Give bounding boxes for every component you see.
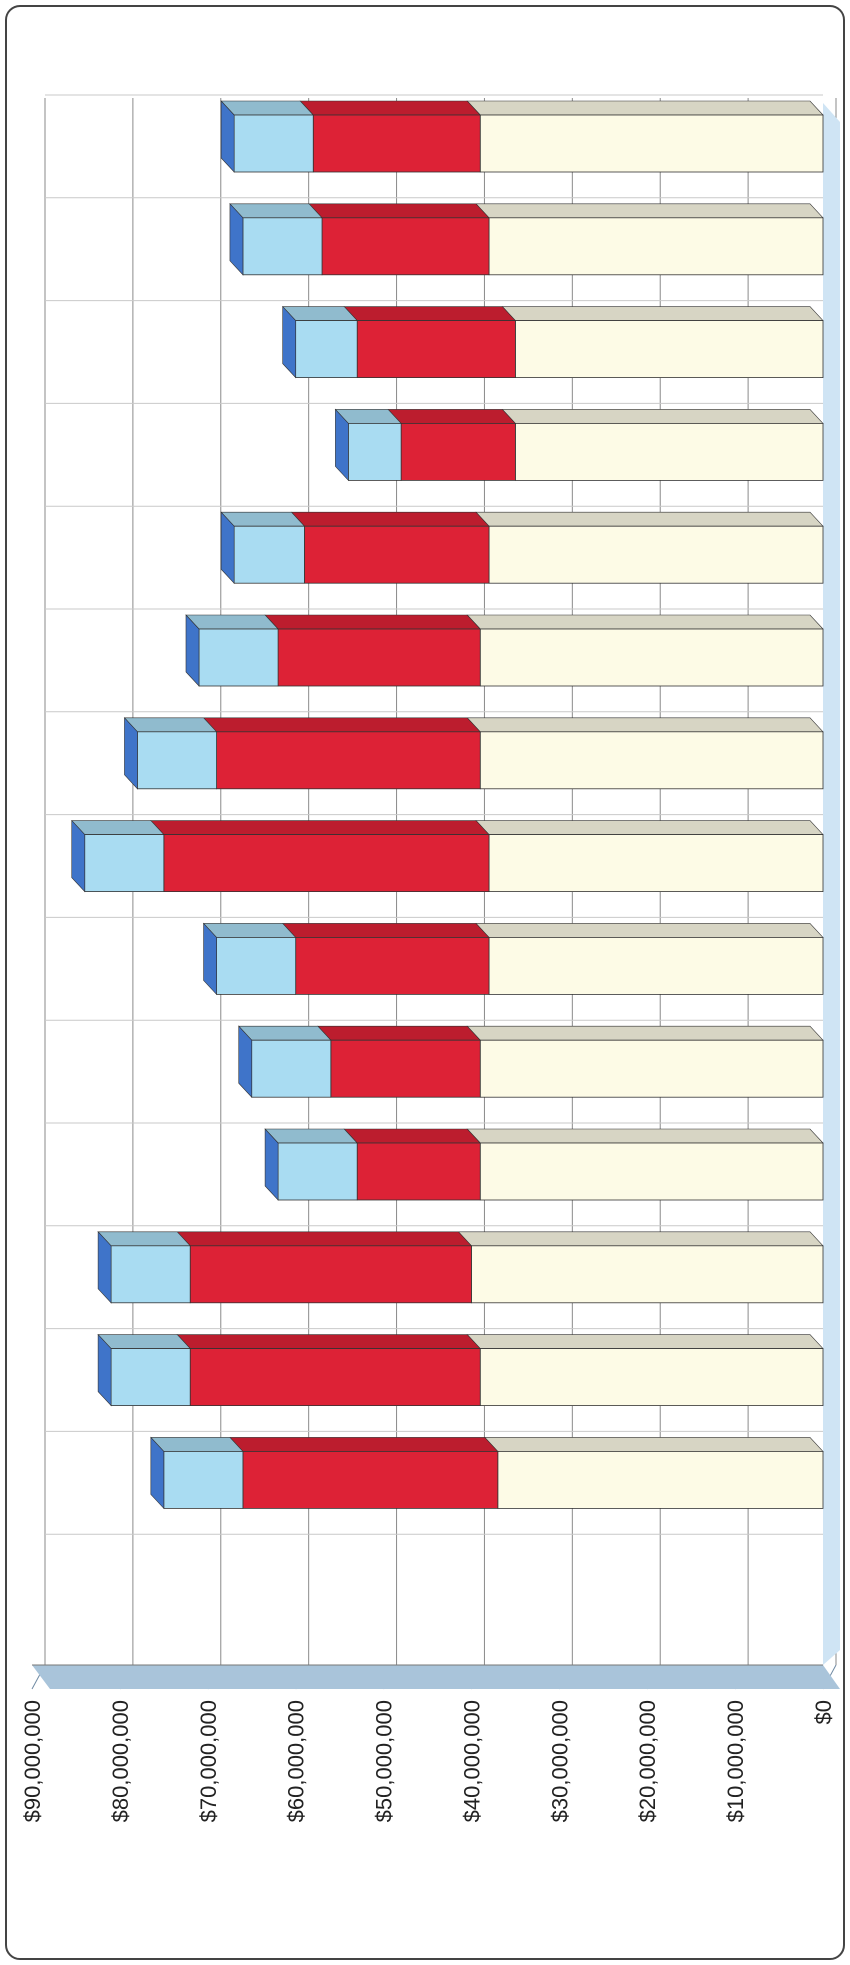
bar-segment <box>177 1335 480 1406</box>
bar-segment <box>467 101 823 172</box>
y-tick-label: $80,000,000 <box>108 1700 133 1822</box>
y-tick-label: $40,000,000 <box>459 1700 484 1822</box>
bar-segment <box>204 923 296 994</box>
y-tick-label: $70,000,000 <box>196 1700 221 1822</box>
wall-panel <box>32 1665 840 1689</box>
bar-segment <box>265 615 480 686</box>
bar-segment <box>186 615 278 686</box>
bar-segment <box>502 409 823 480</box>
bar-segment <box>309 204 489 275</box>
bar-segment <box>124 718 216 789</box>
bar-segment <box>300 101 480 172</box>
bar-segment <box>283 307 358 378</box>
y-tick-label: $50,000,000 <box>372 1700 397 1822</box>
bar-segment <box>291 512 489 583</box>
bar-segment <box>476 204 823 275</box>
bar-segment <box>344 1129 480 1200</box>
bar-segment <box>265 1129 357 1200</box>
bar-segment <box>151 1437 243 1508</box>
bar-segment <box>476 923 823 994</box>
bar-segment <box>98 1232 190 1303</box>
bar-segment <box>476 821 823 892</box>
bar-segment <box>344 307 515 378</box>
bar-segment <box>204 718 481 789</box>
bar-segment <box>221 512 304 583</box>
bar-segment <box>177 1232 471 1303</box>
bar-segment <box>467 1129 823 1200</box>
bar-segment <box>467 1335 823 1406</box>
bar-segment <box>335 409 401 480</box>
y-tick-label: $30,000,000 <box>547 1700 572 1822</box>
bar-segment <box>458 1232 823 1303</box>
bar-segment <box>230 1437 498 1508</box>
bar-segment <box>239 1026 331 1097</box>
bar-segment <box>151 821 489 892</box>
y-tick-label: $0 <box>811 1700 836 1724</box>
bar-segment <box>502 307 823 378</box>
bar-segment <box>388 409 515 480</box>
y-tick-label: $10,000,000 <box>723 1700 748 1822</box>
bar-segment <box>485 1437 823 1508</box>
y-tick-label: $20,000,000 <box>635 1700 660 1822</box>
bar-segment <box>98 1335 190 1406</box>
y-tick-label: $60,000,000 <box>284 1700 309 1822</box>
bar-segment <box>221 101 313 172</box>
bar-segment <box>476 512 823 583</box>
tick-labels: $0 $10,000,000 $20,000,000 $30,000,000 $40,0… <box>20 1700 836 1822</box>
bar-segment <box>230 204 322 275</box>
floor-panel <box>823 103 840 1665</box>
y-tick-label: $90,000,000 <box>20 1700 45 1822</box>
bar-segment <box>72 821 164 892</box>
bar-segment <box>318 1026 480 1097</box>
bar-segment <box>467 1026 823 1097</box>
bar-segment <box>283 923 489 994</box>
bar-segment <box>467 718 823 789</box>
bar-segment <box>467 615 823 686</box>
bars <box>72 101 823 1508</box>
